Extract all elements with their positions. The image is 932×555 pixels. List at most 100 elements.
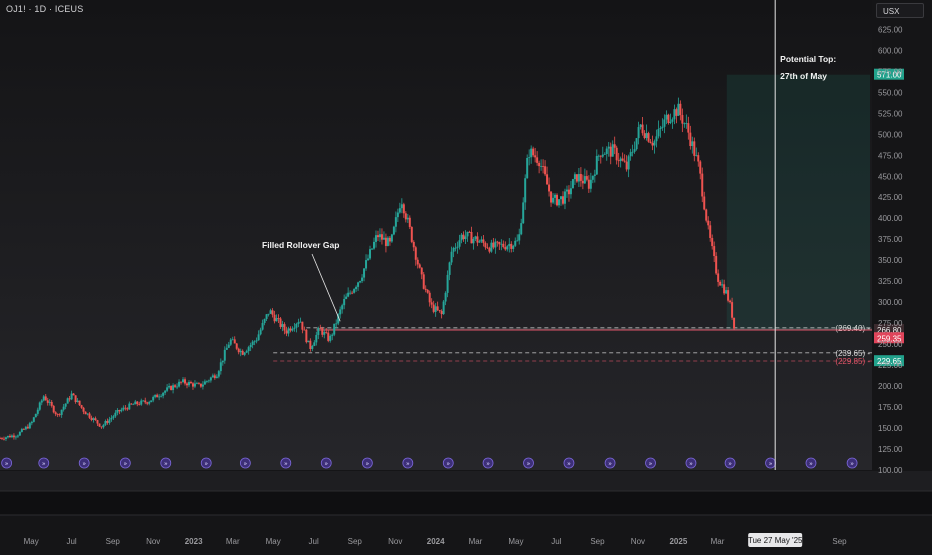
crosshair-date-badge	[748, 533, 803, 547]
event-marker-icon[interactable]	[402, 457, 414, 469]
candle-body	[287, 328, 290, 334]
candle-body	[335, 323, 338, 325]
event-marker-icon[interactable]	[442, 457, 454, 469]
event-marker-icon[interactable]	[523, 457, 534, 469]
candle-body	[271, 310, 274, 315]
gap-annotation-arrow	[311, 253, 341, 322]
candle-body	[114, 412, 117, 417]
candle-body	[538, 162, 541, 167]
candle-body	[28, 423, 31, 429]
candle-body	[494, 241, 497, 248]
candle-body	[693, 141, 696, 156]
candle-body	[323, 332, 326, 335]
candle-body	[376, 235, 379, 238]
candle-body	[548, 184, 551, 192]
candle-body	[277, 318, 280, 319]
candle-body	[681, 115, 684, 124]
currency-selector[interactable]: USX	[876, 3, 924, 18]
candle-body	[255, 340, 258, 342]
candle-body	[70, 393, 73, 400]
candle-body	[470, 232, 473, 244]
candle-body	[556, 194, 559, 206]
candle-body	[359, 281, 362, 283]
event-marker-icon[interactable]	[563, 457, 575, 469]
candle-body	[581, 180, 584, 184]
event-marker-icon[interactable]	[482, 457, 494, 469]
candle-body	[637, 127, 640, 139]
candle-body	[90, 417, 93, 420]
event-marker-icon[interactable]	[604, 457, 616, 469]
event-marker-icon[interactable]	[685, 457, 697, 469]
candle-body	[617, 160, 620, 162]
candle-body	[166, 387, 169, 391]
event-marker-icon[interactable]	[200, 457, 212, 469]
event-marker-icon[interactable]	[239, 457, 251, 469]
candle-body	[683, 123, 686, 125]
candle-body	[430, 302, 433, 305]
candle-body	[229, 339, 232, 345]
event-marker-icon[interactable]	[805, 457, 817, 469]
candle-body	[721, 284, 724, 286]
level-price-label: 266.80	[877, 326, 902, 335]
event-marker-icon[interactable]	[320, 457, 332, 469]
candle-body	[154, 394, 157, 397]
event-marker-icon[interactable]	[846, 457, 858, 469]
candle-body	[269, 310, 272, 314]
candle-body	[675, 109, 678, 116]
event-marker-icon[interactable]	[119, 457, 131, 469]
candle-body	[235, 343, 238, 349]
y-tick-label: 150.00	[878, 424, 903, 433]
candle-body	[257, 334, 260, 341]
candle-body	[104, 421, 107, 425]
candle-body	[124, 407, 127, 409]
candle-body	[390, 234, 393, 242]
event-marker-glyph: »	[769, 461, 773, 468]
event-marker-glyph: »	[5, 461, 9, 468]
candle-body	[522, 202, 525, 224]
candle-body	[388, 237, 391, 242]
candle-body	[607, 146, 610, 149]
candle-body	[239, 350, 242, 353]
event-marker-icon[interactable]	[160, 457, 172, 469]
event-marker-icon[interactable]	[361, 457, 373, 469]
candle-body	[10, 435, 13, 438]
event-marker-icon[interactable]	[38, 457, 50, 469]
event-marker-icon[interactable]	[78, 457, 90, 469]
candle-body	[699, 161, 702, 174]
candle-body	[615, 147, 618, 161]
event-marker-glyph: »	[164, 461, 168, 468]
event-marker-glyph: »	[527, 461, 531, 468]
y-tick-label: 100.00	[878, 466, 903, 475]
event-marker-icon[interactable]	[724, 457, 736, 469]
event-marker-icon[interactable]	[1, 457, 13, 469]
candle-body	[185, 383, 188, 386]
event-marker-glyph: »	[649, 461, 653, 468]
candle-body	[456, 246, 459, 248]
candle-body	[199, 383, 202, 387]
event-marker-icon[interactable]	[280, 457, 292, 469]
event-marker-glyph: »	[324, 461, 328, 468]
candle-body	[44, 396, 47, 401]
candle-body	[178, 381, 181, 387]
candle-body	[659, 127, 662, 130]
candle-body	[436, 306, 439, 311]
candle-body	[438, 310, 441, 312]
event-marker-glyph: »	[42, 461, 46, 468]
event-marker-icon[interactable]	[645, 457, 656, 469]
candle-body	[380, 234, 383, 240]
candle-body	[695, 155, 698, 156]
candle-body	[60, 409, 63, 415]
stop-price-badge	[874, 355, 904, 367]
level-label: (239.65) -	[835, 349, 870, 358]
candle-body	[289, 328, 292, 331]
candle-body	[422, 274, 425, 289]
candle-body	[94, 418, 97, 421]
candle-body	[275, 318, 278, 322]
x-tick-label: 2023	[185, 537, 203, 546]
candle-body	[462, 234, 465, 240]
candle-body	[293, 327, 296, 329]
candle-body	[669, 121, 672, 123]
candle-body	[184, 379, 187, 384]
candle-body	[108, 419, 111, 423]
